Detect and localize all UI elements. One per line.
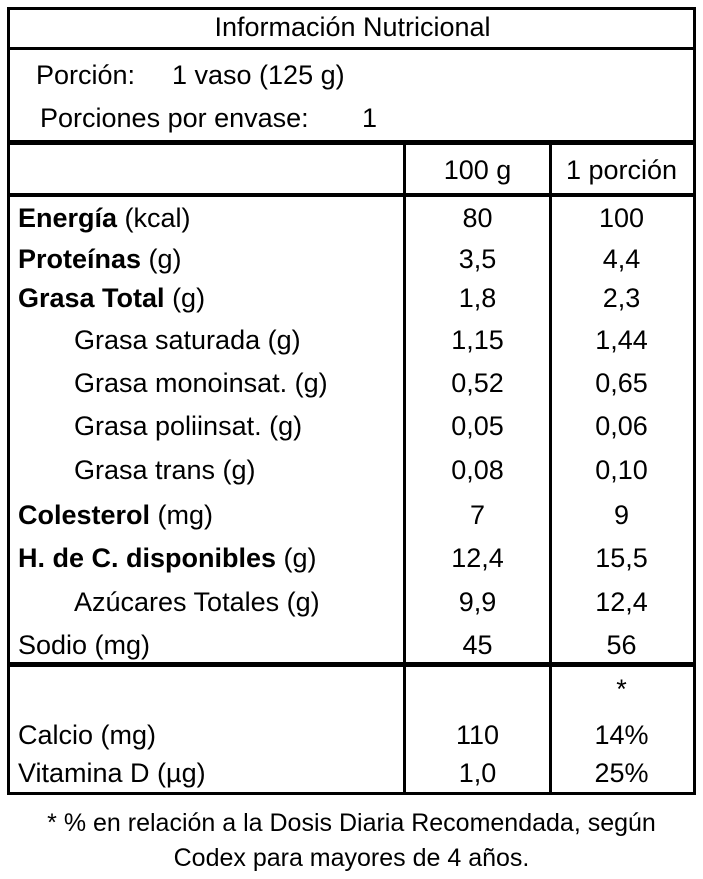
footnote-line-2: Codex para mayores de 4 años. xyxy=(173,844,530,872)
value-100g: 0,08 xyxy=(451,455,504,485)
rule-under-macros xyxy=(7,662,696,667)
nutrient-label-grasa-poliinsat: Grasa poliinsat. (g) xyxy=(74,411,303,441)
value-100g: 0,52 xyxy=(451,368,504,398)
value-portion: 100 xyxy=(598,203,645,233)
serving-size-value: 1 vaso (125 g) xyxy=(172,60,345,90)
nutrient-label-azucares-totales: Azúcares Totales (g) xyxy=(74,587,320,617)
nutrient-name: H. de C. disponibles xyxy=(18,543,277,573)
nutrient-label-vitamina-d: Vitamina D (µg) xyxy=(18,758,206,788)
value-100g: 7 xyxy=(469,500,486,530)
value-portion: 2,3 xyxy=(602,283,641,313)
serving-size-label: Porción: xyxy=(36,60,136,90)
value-portion: 1,44 xyxy=(595,325,648,355)
rule-under-serving xyxy=(7,140,696,145)
table-title: Información Nutricional xyxy=(214,12,491,42)
nutrient-label-grasa-trans: Grasa trans (g) xyxy=(74,455,256,485)
value-100g: 3,5 xyxy=(458,244,497,274)
nutrient-label-energia: Energía (kcal) xyxy=(18,205,191,232)
value-100g: 80 xyxy=(462,203,493,233)
value-portion: 56 xyxy=(606,630,637,660)
servings-per-container-label: Porciones por envase: xyxy=(40,103,309,133)
nutrient-name: Energía xyxy=(18,203,118,233)
value-portion: 12,4 xyxy=(595,587,648,617)
value-portion: 14% xyxy=(594,720,649,750)
nutrient-label-colesterol: Colesterol (mg) xyxy=(18,502,213,529)
nutrient-label-grasa-total: Grasa Total (g) xyxy=(18,285,205,312)
nutrient-label-proteinas: Proteínas (g) xyxy=(18,246,182,273)
value-portion: 15,5 xyxy=(595,543,648,573)
rule-under-header xyxy=(7,193,696,197)
column-divider-2 xyxy=(549,142,552,795)
servings-per-container-value: 1 xyxy=(362,103,378,133)
value-100g: 1,15 xyxy=(451,325,504,355)
value-portion: 0,65 xyxy=(595,368,648,398)
column-header-100g: 100 g xyxy=(443,155,512,185)
rule-under-title xyxy=(7,47,696,50)
value-portion: 0,10 xyxy=(595,455,648,485)
value-100g: 12,4 xyxy=(451,543,504,573)
nutrient-label-hdec-disponibles: H. de C. disponibles (g) xyxy=(18,545,317,572)
nutrient-unit: (mg) xyxy=(150,500,214,530)
column-divider-1 xyxy=(403,142,406,795)
nutrient-unit: (g) xyxy=(141,244,182,274)
nutrient-name: Grasa Total xyxy=(18,283,165,313)
nutrient-name: Colesterol xyxy=(18,500,151,530)
nutrient-label-grasa-monoinsat: Grasa monoinsat. (g) xyxy=(74,368,328,398)
value-100g: 110 xyxy=(455,720,500,750)
value-portion: 4,4 xyxy=(602,244,641,274)
nutrient-label-sodio: Sodio (mg) xyxy=(18,630,151,660)
nutrient-unit: (g) xyxy=(276,543,317,573)
value-portion: 25% xyxy=(594,758,649,788)
footnote-line-1: * % en relación a la Dosis Diaria Recome… xyxy=(47,809,656,837)
nutrient-name: Proteínas xyxy=(18,244,142,274)
value-100g: 1,8 xyxy=(458,283,497,313)
value-portion: 0,06 xyxy=(595,411,648,441)
value-100g: 1,0 xyxy=(458,758,497,788)
column-header-portion: 1 porción xyxy=(565,155,678,185)
percent-daily-asterisk: * xyxy=(616,674,627,704)
nutrient-unit: (g) xyxy=(164,283,206,313)
value-100g: 45 xyxy=(462,630,493,660)
nutrient-unit: (kcal) xyxy=(117,203,191,233)
value-100g: 9,9 xyxy=(458,587,497,617)
value-100g: 0,05 xyxy=(451,411,504,441)
value-portion: 9 xyxy=(613,500,630,530)
nutrient-label-grasa-saturada: Grasa saturada (g) xyxy=(74,325,301,355)
nutrient-label-calcio: Calcio (mg) xyxy=(18,720,157,750)
